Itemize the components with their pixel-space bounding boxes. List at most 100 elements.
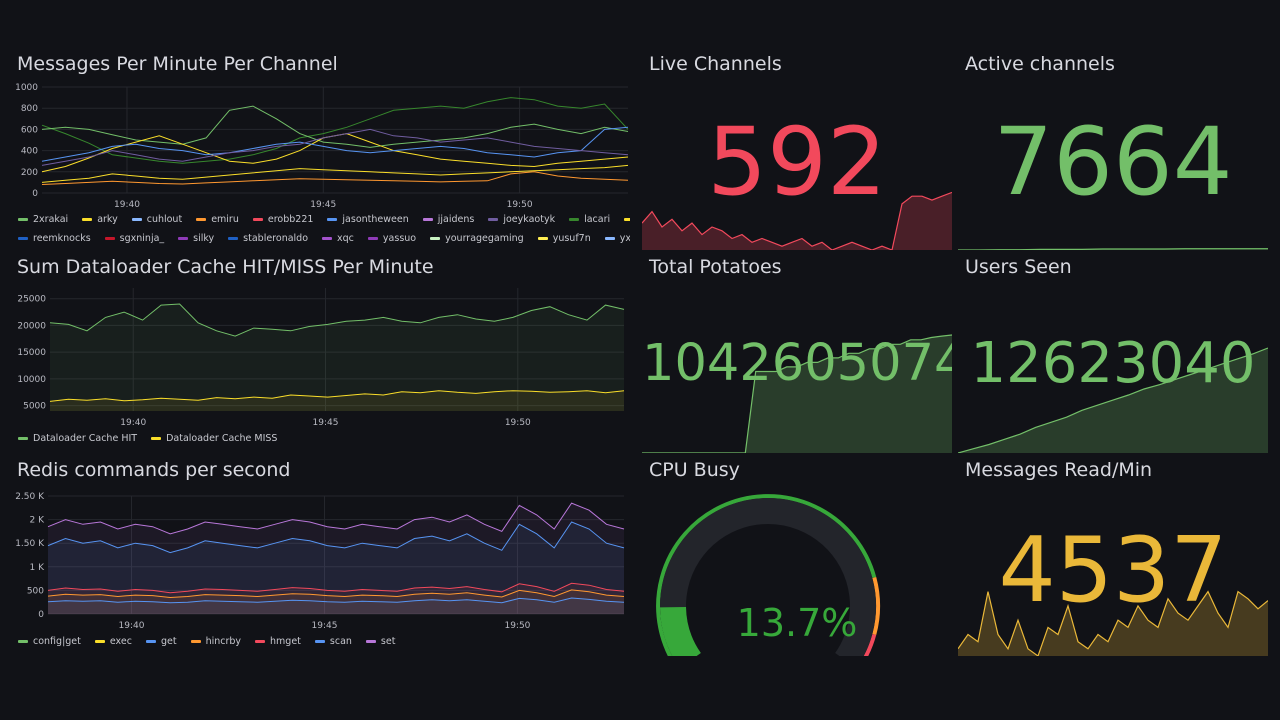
legend-item[interactable]: erobb221 xyxy=(252,214,314,225)
legend-swatch xyxy=(422,218,433,221)
legend-label: Dataloader Cache HIT xyxy=(33,433,138,444)
legend-item[interactable]: jjaidens xyxy=(422,214,474,225)
series-line-get[interactable] xyxy=(47,521,625,554)
legend-item[interactable]: reemknocks xyxy=(18,233,91,244)
legend-swatch xyxy=(255,640,266,643)
y-tick-label: 1000 xyxy=(15,83,38,93)
sparkline-messages-read xyxy=(958,590,1268,656)
legend-swatch xyxy=(327,218,338,221)
legend-item[interactable]: joeykaotyk xyxy=(488,214,555,225)
legend-item[interactable]: set xyxy=(365,636,395,647)
panel-title[interactable]: Redis commands per second xyxy=(17,459,291,481)
chart-redis-commands[interactable]: 0 500 1 K 1.50 K 2 K 2.50 K 19:40 19:45 19:50 xyxy=(10,456,630,636)
stat-value: 4537 xyxy=(998,518,1228,623)
legend-item[interactable]: config|get xyxy=(18,636,81,647)
legend-item[interactable]: 2xrakai xyxy=(18,214,68,225)
legend-item[interactable]: lacari xyxy=(569,214,610,225)
chart-dataloader-cache[interactable]: 5000 10000 15000 20000 25000 19:40 19:45 19:50 xyxy=(10,253,630,433)
legend-label: hincrby xyxy=(205,636,242,647)
series-line-arky[interactable] xyxy=(41,164,629,183)
series-line-lacari[interactable] xyxy=(41,97,629,164)
legend-item[interactable]: xqc xyxy=(322,233,354,244)
legend-swatch xyxy=(145,640,156,643)
legend-item[interactable]: get xyxy=(145,636,177,647)
panel-users-seen: Users Seen 12623040 xyxy=(958,253,1268,453)
legend-item[interactable]: stableronaldo xyxy=(228,233,308,244)
x-tick-label: 19:40 xyxy=(119,621,145,631)
chart-messages-per-minute[interactable]: 0 200 400 600 800 1000 19:40 19:45 19:50 xyxy=(10,50,630,215)
legend-row: 2xrakai arky cuhlout emiru erobb221 jasonthew… xyxy=(18,210,630,229)
legend-item[interactable]: hincrby xyxy=(190,636,242,647)
legend-label: exec xyxy=(109,636,132,647)
y-tick-label: 600 xyxy=(21,125,38,135)
panel-title[interactable]: Total Potatoes xyxy=(649,256,782,278)
panel-live-channels: Live Channels 592 xyxy=(642,50,952,250)
y-tick-label: 0 xyxy=(32,189,38,199)
stat-value: 1042605074 xyxy=(642,334,952,393)
legend-item[interactable]: hmget xyxy=(255,636,301,647)
panel-title[interactable]: Messages Read/Min xyxy=(965,459,1153,481)
stat-value: 7664 xyxy=(993,108,1233,217)
series-line-2xrakai[interactable] xyxy=(41,105,629,148)
legend-item[interactable]: Dataloader Cache HIT xyxy=(18,433,137,444)
panel-title[interactable]: Active channels xyxy=(965,53,1115,75)
series-line-scan[interactable] xyxy=(47,597,625,604)
sparkline-active-channels xyxy=(958,248,1268,250)
panel-title[interactable]: CPU Busy xyxy=(649,459,740,481)
series-line-dataloader-cache-hit[interactable] xyxy=(49,303,625,337)
legend-item[interactable]: yxisalah xyxy=(604,233,630,244)
legend-item[interactable]: emiru xyxy=(196,214,239,225)
legend-item[interactable]: jasontheween xyxy=(327,214,409,225)
legend-item[interactable]: yusuf7n xyxy=(537,233,591,244)
legend-swatch xyxy=(322,237,333,240)
series-line-set[interactable] xyxy=(47,502,625,535)
panel-title[interactable]: Live Channels xyxy=(649,53,782,75)
x-tick-label: 19:40 xyxy=(120,418,146,428)
legend-label: cuhlout xyxy=(146,214,183,225)
legend-label: stableronaldo xyxy=(243,233,309,244)
legend-item[interactable]: yassuo xyxy=(367,233,416,244)
legend: Dataloader Cache HIT Dataloader Cache MIS… xyxy=(18,429,628,448)
legend-label: joeykaotyk xyxy=(503,214,556,225)
gauge-threshold-green xyxy=(656,494,877,656)
legend-item[interactable]: plaqueboymax xyxy=(624,214,630,225)
series-line-hmget[interactable] xyxy=(47,582,625,594)
gauge-cpu-busy xyxy=(656,494,880,656)
series-area-set xyxy=(48,503,624,614)
panel-title[interactable]: Messages Per Minute Per Channel xyxy=(17,53,338,75)
legend-swatch xyxy=(624,218,630,221)
panel-total-potatoes: Total Potatoes 1042605074 xyxy=(642,253,952,453)
legend-row: Dataloader Cache HIT Dataloader Cache MIS… xyxy=(18,429,628,448)
gauge-value: 13.7% xyxy=(736,601,858,645)
panel-title[interactable]: Users Seen xyxy=(965,256,1072,278)
legend-item[interactable]: exec xyxy=(94,636,132,647)
legend-item[interactable]: scan xyxy=(314,636,352,647)
legend-swatch xyxy=(604,237,615,240)
legend-item[interactable]: cuhlout xyxy=(131,214,183,225)
series-line-hincrby[interactable] xyxy=(47,589,625,599)
y-tick-label: 25000 xyxy=(17,295,46,305)
panel-title[interactable]: Sum Dataloader Cache HIT/MISS Per Minute xyxy=(17,256,434,278)
series-line-dataloader-cache-miss[interactable] xyxy=(49,390,625,402)
sparkline-line xyxy=(958,347,1268,453)
legend-item[interactable]: sgxninja_ xyxy=(104,233,164,244)
panel-redis-commands: Redis commands per second 0 500 1 K 1.50 K 2… xyxy=(10,456,630,656)
legend-label: erobb221 xyxy=(267,214,314,225)
series-line-plaqueboymax[interactable] xyxy=(41,133,629,173)
legend-swatch xyxy=(18,237,28,240)
sparkline-area xyxy=(642,192,952,250)
legend-item[interactable]: yourragegaming xyxy=(430,233,524,244)
legend-row: config|get exec get hincrby hmget scan set xyxy=(18,632,628,651)
series-line-emiru[interactable] xyxy=(41,171,629,185)
legend-item[interactable]: arky xyxy=(82,214,118,225)
legend-swatch xyxy=(82,218,93,221)
legend-item[interactable]: silky xyxy=(178,233,214,244)
legend-item[interactable]: Dataloader Cache MISS xyxy=(151,433,277,444)
series-line-jasontheween[interactable] xyxy=(41,126,629,162)
x-tick-label: 19:45 xyxy=(310,200,336,210)
legend-label: yxisalah xyxy=(619,233,630,244)
series-line-joeykaotyk[interactable] xyxy=(41,128,629,166)
legend-label: yusuf7n xyxy=(552,233,591,244)
gauge-track xyxy=(660,497,876,656)
legend-swatch xyxy=(18,437,28,440)
